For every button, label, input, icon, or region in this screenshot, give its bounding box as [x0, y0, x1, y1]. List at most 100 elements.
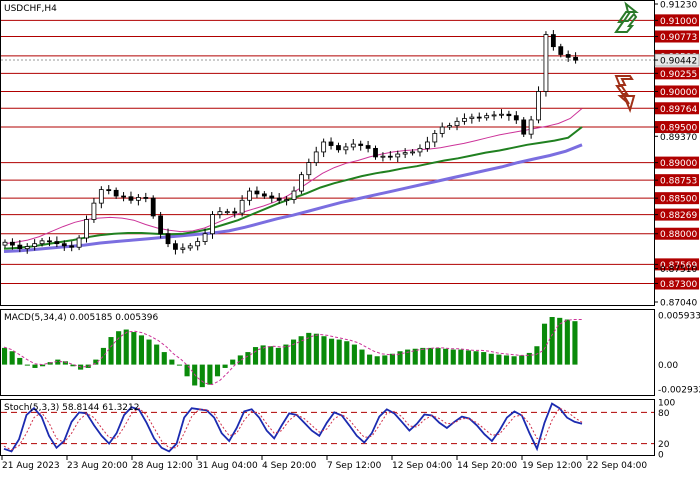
bull-candle — [202, 233, 208, 242]
price-tick-label: 0.90773 — [660, 33, 697, 43]
bull-candle — [239, 199, 245, 214]
bull-candle — [454, 120, 460, 127]
price-tick-label: 0.87040 — [660, 299, 697, 309]
macd-bar — [230, 359, 236, 365]
macd-bar — [108, 337, 114, 365]
bear-candle — [113, 189, 119, 197]
time-axis: 21 Aug 2023 23 Aug 20:00 28 Aug 12:00 31 Au… — [1, 456, 647, 471]
bear-candle — [358, 143, 364, 146]
macd-bar — [420, 347, 426, 365]
price-tick-label: 0.87569 — [660, 261, 697, 271]
macd-label: MACD(5,34,4) 0.005185 0.005396 — [4, 313, 159, 323]
bull-candle — [343, 146, 349, 151]
price-tick-label: 0.88000 — [660, 230, 697, 240]
macd-bar — [503, 355, 510, 365]
level-price-badge — [655, 67, 699, 80]
bear-candle — [373, 147, 378, 158]
bull-candle — [291, 190, 297, 200]
level-price-badge — [655, 227, 699, 240]
bull-candle — [447, 125, 453, 128]
bear-candle — [61, 243, 67, 247]
macd-bar — [62, 361, 68, 365]
macd-signal-line — [3, 319, 582, 386]
bull-candle — [380, 155, 386, 158]
price-tick-label: 0.87300 — [660, 280, 697, 290]
level-price-badge — [655, 208, 699, 221]
macd-bar — [252, 347, 259, 365]
bull-candle — [2, 241, 8, 246]
level-price-badge — [655, 85, 699, 98]
macd-bar — [169, 359, 175, 365]
macd-bar — [306, 332, 312, 365]
bear-candle — [506, 113, 512, 117]
bear-candle — [328, 141, 334, 146]
macd-bar — [443, 348, 449, 365]
bear-candle — [10, 241, 15, 246]
macd-bar — [572, 321, 578, 365]
macd-tick-label: 0.005933 — [658, 312, 700, 322]
macd-bar — [382, 355, 388, 365]
macd-bar — [154, 344, 160, 365]
bear-candle — [143, 197, 149, 199]
macd-bar — [291, 339, 297, 365]
macd-bar — [17, 357, 23, 365]
macd-bar — [557, 317, 563, 365]
macd-bar — [237, 355, 243, 365]
macd-bar — [131, 332, 137, 365]
macd-histogram — [2, 317, 582, 388]
price-tick-label: 0.89000 — [660, 159, 697, 169]
bull-candle — [484, 115, 490, 119]
macd-bar — [123, 329, 129, 365]
bear-candle — [387, 155, 393, 158]
level-price-badge — [655, 102, 699, 115]
symbol-label: USDCHF,H4 — [4, 4, 57, 14]
time-tick-label: 7 Sep 12:00 — [327, 461, 382, 471]
time-tick-label: 12 Sep 04:00 — [392, 461, 452, 471]
time-tick-label: 14 Sep 20:00 — [457, 461, 517, 471]
stoch-panel-frame — [0, 399, 655, 456]
macd-bar — [534, 346, 540, 365]
bull-candle — [395, 153, 401, 158]
bull-candle — [210, 214, 215, 235]
macd-bar — [519, 355, 525, 365]
level-price-badge — [655, 192, 699, 205]
bull-candle — [424, 141, 430, 149]
macd-bar — [146, 339, 152, 365]
macd-bar — [541, 323, 548, 365]
macd-bar — [397, 351, 403, 365]
stoch-label: Stoch(5,3,3) 58.8144 61.3212 — [4, 403, 139, 413]
macd-bar — [24, 364, 30, 366]
bear-candle — [261, 193, 267, 197]
macd-bar — [450, 349, 456, 365]
macd-bar — [55, 359, 61, 365]
macd-bar — [161, 352, 167, 365]
macd-bar — [458, 349, 464, 365]
macd-bar — [389, 353, 395, 365]
macd-bar — [374, 356, 380, 365]
macd-bar — [481, 352, 487, 365]
price-axis: 0.912300.910000.907730.905000.904420.902… — [654, 1, 700, 461]
macd-bar — [9, 351, 15, 365]
macd-bar — [313, 333, 319, 365]
bear-candle — [54, 241, 60, 245]
stoch-tick-label: 100 — [658, 399, 675, 409]
price-tick-label: 0.87510 — [660, 265, 697, 275]
macd-bar — [351, 344, 357, 365]
macd-bar — [260, 345, 266, 365]
bear-candle — [106, 189, 112, 192]
bear-candle — [550, 34, 556, 48]
bull-candle — [350, 143, 356, 148]
green-up-arrow-icon — [614, 1, 639, 33]
macd-bar — [214, 364, 221, 377]
stoch-main-line — [3, 402, 583, 453]
bull-candle — [491, 114, 497, 117]
macd-bar — [138, 335, 144, 365]
bear-candle — [513, 115, 519, 121]
macd-bar — [329, 338, 335, 365]
price-tick-label: 0.89370 — [660, 133, 697, 143]
price-tick-label: 0.90255 — [660, 70, 697, 80]
macd-bar — [176, 364, 183, 366]
bear-candle — [269, 195, 275, 199]
price-tick-label: 0.89500 — [660, 124, 697, 134]
